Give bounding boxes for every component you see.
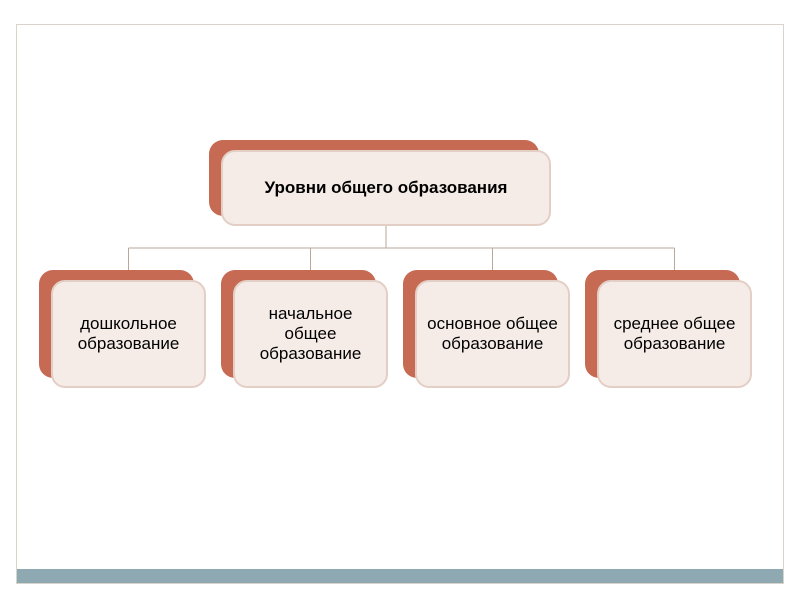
child-node-3-label: среднее общее образование xyxy=(609,314,740,354)
child-node-0-label: дошкольное образование xyxy=(63,314,194,354)
child-node-2: основное общее образование xyxy=(403,270,570,388)
child-node-2-box: основное общее образование xyxy=(415,280,570,388)
child-node-3: среднее общее образование xyxy=(585,270,752,388)
root-node: Уровни общего образования xyxy=(209,140,551,226)
org-chart: Уровни общего образования дошкольное обр… xyxy=(17,25,783,583)
root-label: Уровни общего образования xyxy=(265,178,508,198)
child-node-3-box: среднее общее образование xyxy=(597,280,752,388)
bottom-accent-bar xyxy=(17,569,783,583)
slide-frame: Уровни общего образования дошкольное обр… xyxy=(16,24,784,584)
child-node-0: дошкольное образование xyxy=(39,270,206,388)
child-node-0-box: дошкольное образование xyxy=(51,280,206,388)
child-node-1-label: начальное общее образование xyxy=(245,304,376,364)
child-node-2-label: основное общее образование xyxy=(427,314,558,354)
child-node-1-box: начальное общее образование xyxy=(233,280,388,388)
root-node-box: Уровни общего образования xyxy=(221,150,551,226)
child-node-1: начальное общее образование xyxy=(221,270,388,388)
